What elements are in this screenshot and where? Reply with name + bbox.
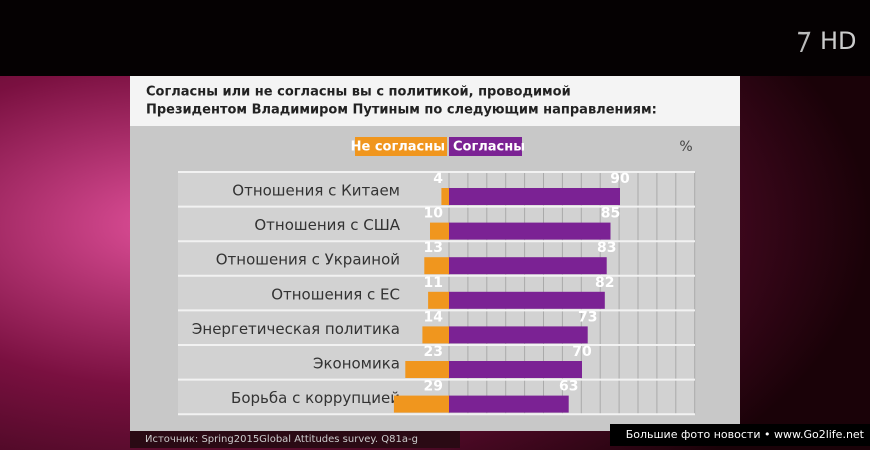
chart-title: Согласны или не согласны вы с политикой,… xyxy=(146,85,571,100)
value-label: 11 xyxy=(424,275,443,291)
bar xyxy=(449,188,620,205)
bar xyxy=(424,257,449,275)
value-label: 63 xyxy=(559,379,578,395)
value-label: 10 xyxy=(424,206,444,222)
value-label: 90 xyxy=(610,171,630,187)
bar xyxy=(449,291,605,309)
bar xyxy=(449,222,611,240)
category-label: Отношения с Китаем xyxy=(232,182,400,200)
category-label: Экономика xyxy=(313,355,400,373)
category-label: Отношения с Украиной xyxy=(216,251,400,269)
legend-label: Согласны xyxy=(453,140,525,155)
value-label: 29 xyxy=(424,379,443,395)
bar xyxy=(449,326,588,344)
logo-one: ⁊ xyxy=(795,22,811,57)
legend-label: Не согласны xyxy=(351,140,445,155)
bar xyxy=(405,361,449,378)
logo: HD xyxy=(820,27,857,55)
bar xyxy=(449,257,607,275)
bar xyxy=(441,188,449,205)
value-label: 70 xyxy=(572,344,592,360)
chart-title: Президентом Владимиром Путиным по следую… xyxy=(146,103,657,118)
legend-swatch xyxy=(449,137,522,156)
value-label: 14 xyxy=(424,309,444,325)
value-label: 82 xyxy=(595,275,614,291)
unit: % xyxy=(679,139,692,155)
watermark: Большие фото новости • www.Go2life.net xyxy=(626,428,865,441)
title-box xyxy=(130,76,740,126)
source-bar xyxy=(130,431,460,448)
value-label: 23 xyxy=(424,344,443,360)
bar xyxy=(449,395,569,413)
legend-swatch xyxy=(355,137,447,156)
value-label: 83 xyxy=(597,240,616,256)
value-label: 4 xyxy=(433,171,443,187)
category-label: Борьба с коррупцией xyxy=(231,389,400,407)
bar xyxy=(430,222,449,240)
bar xyxy=(449,361,582,378)
bar xyxy=(393,395,449,413)
value-label: 13 xyxy=(424,240,443,256)
category-label: Отношения с США xyxy=(254,216,400,234)
category-label: Энергетическая политика xyxy=(192,320,400,338)
bar xyxy=(428,291,449,309)
source: Источник: Spring2015Global Attitudes sur… xyxy=(145,434,418,445)
top-band xyxy=(0,0,870,76)
value-label: 73 xyxy=(578,309,597,325)
bar xyxy=(422,326,449,344)
category-label: Отношения с ЕС xyxy=(271,285,400,303)
watermark-bg xyxy=(610,424,870,446)
value-label: 85 xyxy=(601,206,620,222)
